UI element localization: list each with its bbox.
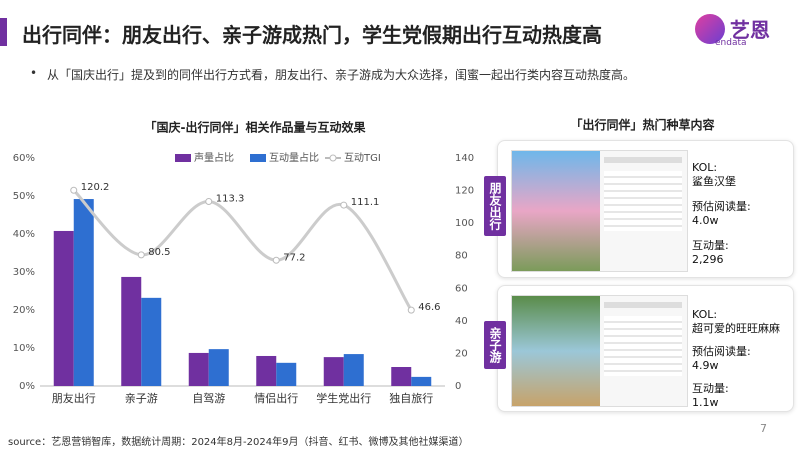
tgi-point [137, 251, 145, 259]
bar [121, 276, 142, 386]
y2-tick-label: 140 [455, 153, 474, 164]
y2-tick-label: 120 [455, 186, 474, 197]
data-label: 46.6 [418, 302, 440, 313]
tgi-point [70, 186, 78, 194]
bar [141, 297, 162, 386]
page-number: 7 [760, 422, 767, 435]
bar [343, 354, 364, 386]
y-tick-label: 40% [13, 229, 35, 240]
tgi-point [205, 197, 213, 205]
tgi-point [272, 256, 280, 264]
legend-label: 互动TGI [344, 152, 381, 164]
post-image [511, 150, 688, 272]
x-tick-label: 朋友出行 [52, 391, 96, 405]
legend-swatch [329, 154, 337, 162]
chart: 「国庆-出行同伴」相关作品量与互动效果 0% 10% 20% 30% 40% 50% 60%… [13, 120, 474, 406]
bar [323, 357, 344, 386]
tgi-point [340, 201, 348, 209]
bar [276, 362, 297, 386]
y2-tick-label: 80 [455, 251, 468, 262]
bullet: 从「国庆出行」提及到的同伴出行方式看，朋友出行、亲子游成为大众选择，闺蜜一起出行… [47, 68, 636, 82]
panel-title: 「出行同伴」热门种草内容 [570, 118, 715, 132]
x-tick-label: 亲子游 [125, 391, 158, 405]
card-info: KOL: 鲨鱼汉堡 预估阅读量: 4.0w 互动量: 2,296 [692, 161, 751, 266]
y-tick-label: 30% [13, 267, 35, 278]
logo-icon [695, 14, 725, 44]
legend-label: 互动量占比 [269, 151, 319, 164]
legend-swatch [175, 154, 191, 162]
card-tag: 朋友出行 [484, 176, 506, 236]
y2-tick-label: 40 [455, 316, 468, 327]
bar [391, 367, 412, 386]
logo-name: 艺恩 [730, 18, 770, 42]
chart-title: 「国庆-出行同伴」相关作品量与互动效果 [145, 120, 366, 135]
source: source：艺恩营销智库，数据统计周期：2024年8月-2024年9月（抖音、… [8, 437, 469, 448]
tgi-point [407, 306, 415, 314]
x-tick-label: 独自旅行 [389, 391, 433, 405]
bar [73, 199, 94, 386]
x-tick-label: 学生党出行 [316, 391, 371, 405]
bullet-dot: • [30, 66, 38, 80]
post-image [511, 295, 688, 407]
y2-tick-label: 60 [455, 283, 468, 294]
y-tick-label: 20% [13, 305, 35, 316]
bar [53, 230, 74, 386]
data-label: 120.2 [81, 182, 110, 193]
bar [411, 376, 432, 386]
y-tick-label: 50% [13, 191, 35, 202]
title: 出行同伴：朋友出行、亲子游成热门，学生党假期出行互动热度高 [22, 23, 602, 47]
y2-tick-label: 0 [455, 381, 461, 392]
accent [0, 18, 7, 46]
bar [208, 349, 229, 386]
data-label: 111.1 [351, 197, 380, 208]
legend-label: 声量占比 [194, 151, 234, 164]
card-tag: 亲子游 [484, 321, 506, 369]
bar [188, 352, 209, 386]
card: 亲子游 KOL: 超可爱的旺旺麻麻 预估阅读量: 4.9w 互动量: 1.1w [484, 285, 794, 412]
data-label: 80.5 [148, 247, 170, 258]
y-tick-label: 0% [19, 381, 35, 392]
y2-tick-label: 100 [455, 218, 474, 229]
card-info: KOL: 超可爱的旺旺麻麻 预估阅读量: 4.9w 互动量: 1.1w [692, 308, 780, 409]
y-tick-label: 60% [13, 153, 35, 164]
x-tick-label: 自驾游 [192, 392, 225, 405]
legend-swatch [250, 154, 266, 162]
card: 朋友出行 KOL: 鲨鱼汉堡 预估阅读量: 4.0w 互动量: 2,296 [484, 140, 794, 278]
tgi-line [72, 189, 413, 311]
y2-tick-label: 20 [455, 348, 468, 359]
logo-sub: endata [715, 38, 747, 48]
data-label: 77.2 [283, 252, 305, 263]
bar [256, 355, 277, 386]
data-label: 113.3 [216, 193, 245, 204]
y-tick-label: 10% [13, 343, 35, 354]
x-tick-label: 情侣出行 [254, 391, 298, 405]
